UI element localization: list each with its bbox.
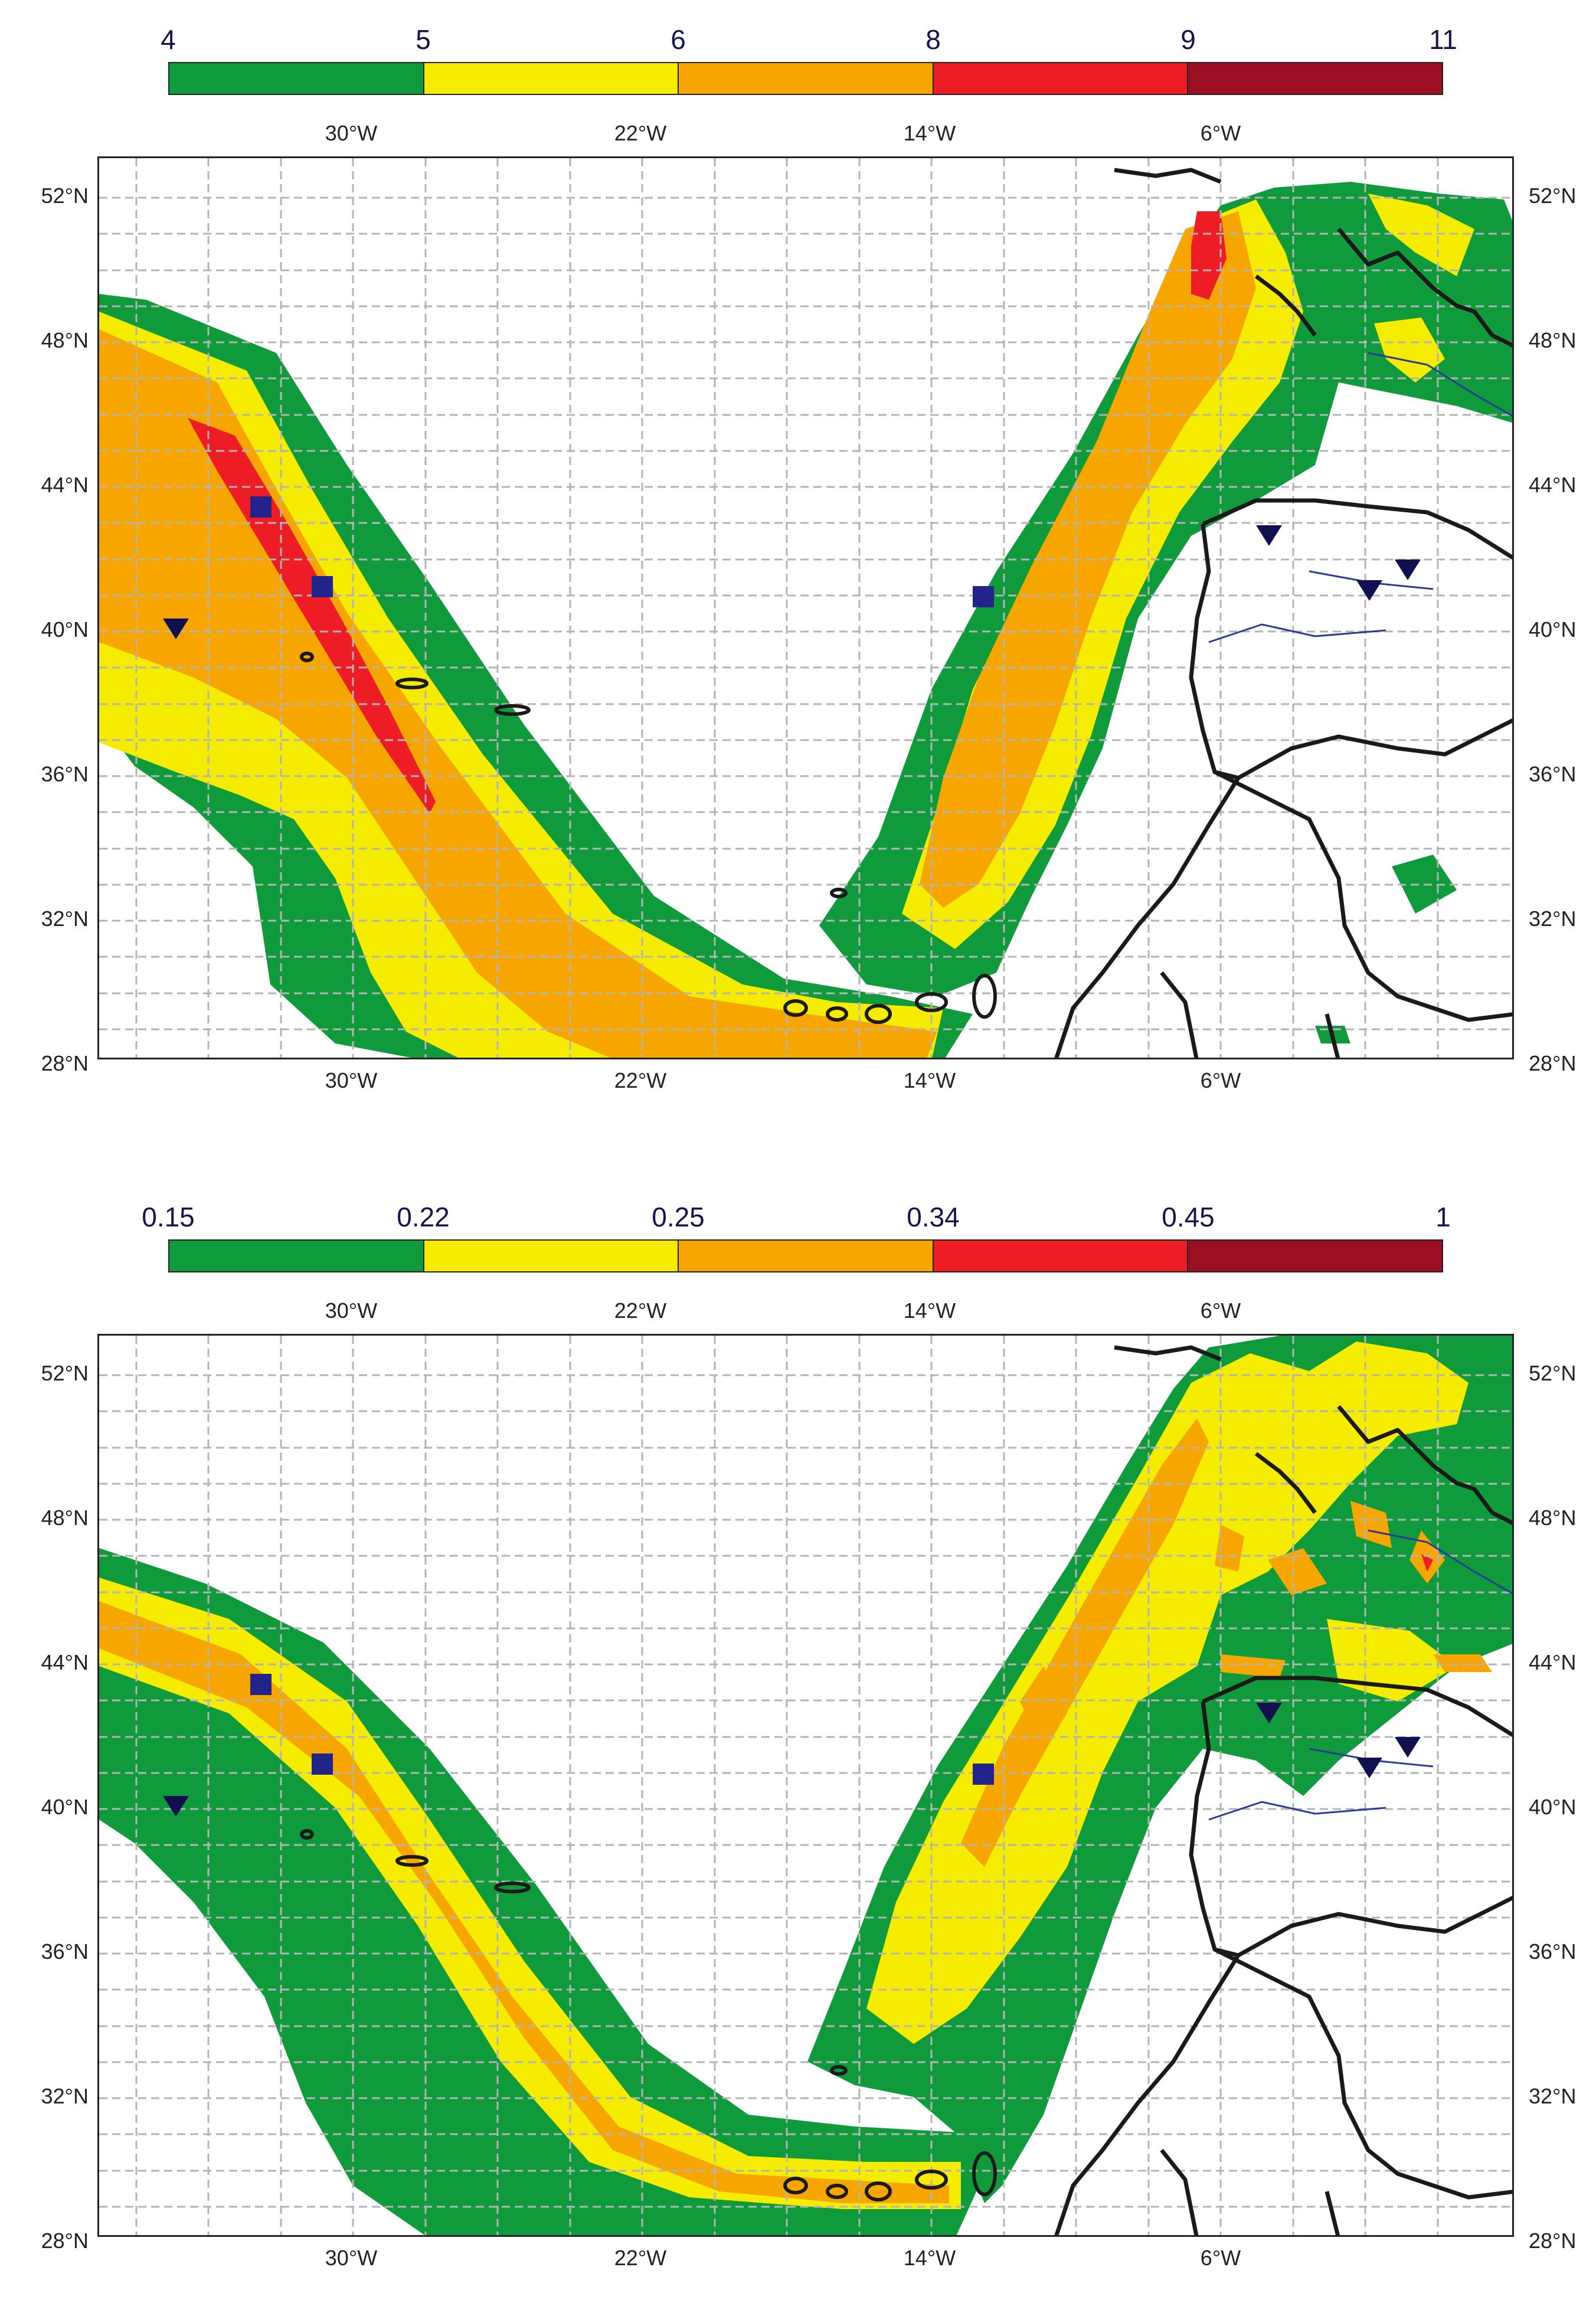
lon-tick-label: 14°W [903, 121, 956, 145]
lat-tick-label: 36°N [41, 762, 89, 786]
lat-tick-label: 28°N [1529, 1051, 1577, 1075]
triangle-station-icon [1395, 560, 1421, 580]
triangle-station-icon [163, 619, 189, 639]
colorbar-tick-label: 0.34 [907, 1202, 960, 1232]
triangle-station-icon [163, 1796, 189, 1817]
colorbar-segment [1188, 1241, 1442, 1271]
lat-tick-label: 44°N [1529, 1650, 1577, 1674]
lat-tick-label: 32°N [1529, 2084, 1577, 2108]
colorbar-segment [169, 63, 424, 94]
triangle-station-icon [1256, 1703, 1282, 1723]
lat-tick-label: 28°N [41, 1051, 89, 1075]
field-orange [99, 1418, 1492, 2203]
triangle-station-icon [1356, 1758, 1382, 1778]
colorbar-segment [1188, 63, 1442, 94]
square-station-icon [312, 576, 333, 597]
colorbar-segment [679, 63, 934, 94]
colorbar-tick-label: 0.45 [1162, 1202, 1215, 1232]
lat-tick-label: 36°N [1529, 762, 1577, 786]
lon-tick-label: 6°W [1200, 121, 1241, 145]
grid-lines [99, 158, 1512, 1058]
map-panel-bottom: 0.15 0.22 0.25 0.34 0.45 1 30°W 22°W 14°… [0, 1177, 1596, 2313]
islands [300, 652, 997, 1024]
colorbar-tick-label: 0.15 [142, 1202, 195, 1232]
grid-lines [99, 1336, 1512, 2235]
colorbar-segment [933, 1241, 1189, 1271]
lat-tick-label: 40°N [41, 1795, 89, 1819]
lat-tick-label: 40°N [1529, 617, 1577, 642]
square-station-icon [250, 496, 272, 518]
lon-tick-label: 6°W [1200, 1068, 1241, 1092]
lon-tick-label: 14°W [903, 2246, 956, 2270]
lat-tick-label: 44°N [41, 1650, 89, 1674]
islands [300, 1829, 997, 2201]
lat-tick-label: 32°N [41, 907, 89, 931]
map-canvas-bottom [99, 1336, 1512, 2235]
map-canvas-top [99, 158, 1512, 1058]
lat-tick-label: 48°N [41, 1506, 89, 1530]
station-markers [163, 496, 1421, 639]
lat-tick-label: 52°N [41, 184, 89, 208]
square-station-icon [973, 586, 994, 607]
square-station-icon [312, 1753, 333, 1775]
colorbar-top [168, 62, 1443, 95]
lat-tick-label: 44°N [41, 473, 89, 497]
lon-tick-label: 22°W [614, 1298, 667, 1323]
lon-tick-label: 22°W [614, 1068, 667, 1092]
lat-tick-label: 36°N [1529, 1939, 1577, 1964]
lon-tick-label: 14°W [903, 1068, 956, 1092]
lon-tick-label: 30°W [325, 121, 378, 145]
lon-tick-label: 30°W [325, 2246, 378, 2270]
colorbar-segment [169, 1241, 424, 1271]
lat-tick-label: 32°N [41, 2084, 89, 2108]
lon-tick-label: 30°W [325, 1068, 378, 1092]
lat-tick-label: 40°N [41, 617, 89, 642]
colorbar-segment [933, 63, 1189, 94]
lat-tick-label: 44°N [1529, 473, 1577, 497]
lat-tick-label: 52°N [41, 1361, 89, 1385]
square-station-icon [973, 1764, 994, 1785]
triangle-station-icon [1395, 1737, 1421, 1758]
lon-tick-label: 14°W [903, 1298, 956, 1323]
map-area-top [97, 156, 1514, 1059]
lat-tick-label: 28°N [41, 2229, 89, 2253]
lat-tick-label: 48°N [1529, 328, 1577, 352]
triangle-station-icon [1256, 525, 1282, 546]
lon-tick-label: 6°W [1200, 1298, 1241, 1323]
lat-tick-label: 52°N [1529, 184, 1577, 208]
map-panel-top: 4 5 6 8 9 11 30°W 22°W 14°W 6°W 30°W 22°… [41, 24, 1577, 1092]
coastlines [1054, 168, 1512, 1058]
colorbar-segment [424, 1241, 679, 1271]
colorbar-tick-label: 11 [1429, 24, 1457, 55]
lon-tick-label: 22°W [614, 121, 667, 145]
lon-tick-label: 22°W [614, 2246, 667, 2270]
field-red [1421, 1554, 1433, 1572]
colorbar-segment [424, 63, 679, 94]
colorbar-tick-label: 0.22 [397, 1202, 450, 1232]
lon-tick-label: 30°W [325, 1298, 378, 1323]
triangle-station-icon [1356, 580, 1382, 601]
colorbar-tick-label: 9 [1180, 24, 1196, 55]
map-area-bottom [97, 1334, 1514, 2237]
lat-tick-label: 36°N [41, 1939, 89, 1964]
colorbar-segment [679, 1241, 934, 1271]
colorbar-tick-label: 6 [671, 24, 686, 55]
lat-tick-label: 48°N [41, 328, 89, 352]
lat-tick-label: 28°N [1529, 2229, 1577, 2253]
colorbar-tick-label: 4 [161, 24, 176, 55]
square-station-icon [250, 1674, 272, 1695]
colorbar-bottom [168, 1239, 1443, 1272]
lat-tick-label: 52°N [1529, 1361, 1577, 1385]
coastlines [1054, 1345, 1512, 2235]
lon-tick-label: 6°W [1200, 2246, 1241, 2270]
station-markers [163, 1674, 1421, 1817]
colorbar-tick-label: 1 [1435, 1202, 1451, 1232]
colorbar-tick-label: 8 [925, 24, 941, 55]
lat-tick-label: 48°N [1529, 1506, 1577, 1530]
lat-tick-label: 32°N [1529, 907, 1577, 931]
colorbar-tick-label: 5 [416, 24, 431, 55]
colorbar-tick-label: 0.25 [652, 1202, 705, 1232]
lat-tick-label: 40°N [1529, 1795, 1577, 1819]
